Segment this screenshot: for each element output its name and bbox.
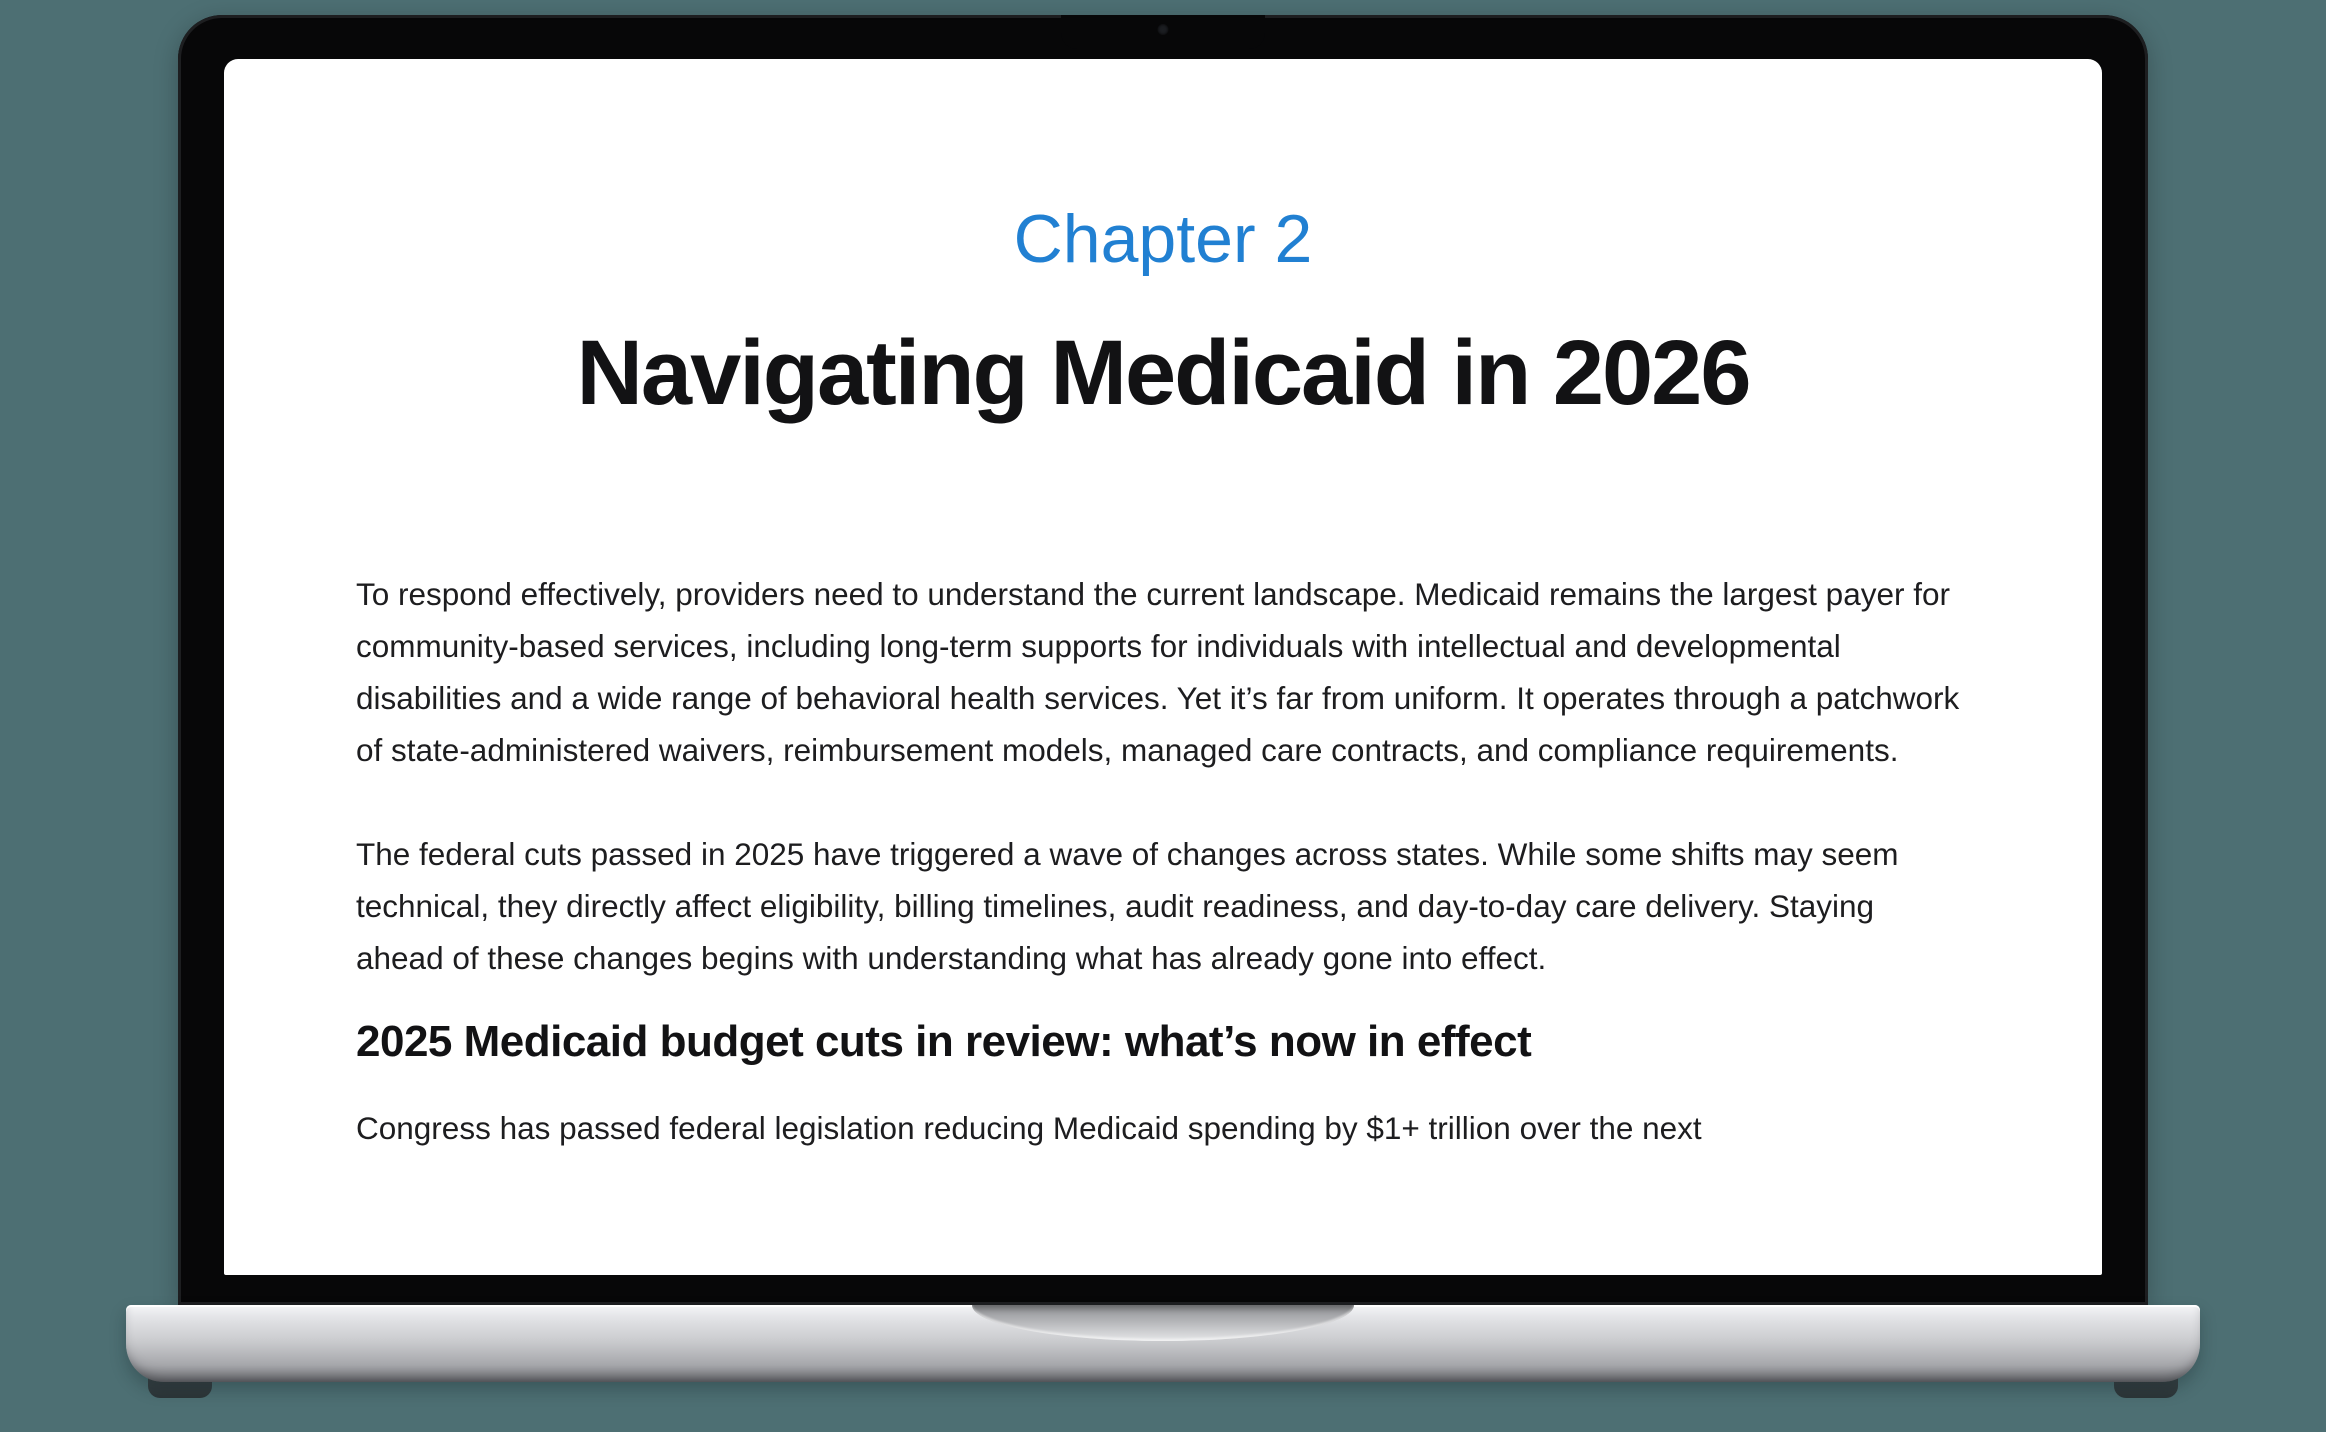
page-title: Navigating Medicaid in 2026: [576, 321, 1751, 424]
body-paragraph: The federal cuts passed in 2025 have tri…: [356, 836, 1899, 977]
section-heading: 2025 Medicaid budget cuts in review: wha…: [356, 1017, 1532, 1067]
laptop-base: [126, 1305, 2200, 1382]
thumb-scoop: [972, 1305, 1354, 1341]
webcam-icon: [1157, 24, 1169, 35]
laptop-screen: Chapter 2 Navigating Medicaid in 2026 To…: [224, 59, 2102, 1275]
laptop-screen-bezel: Chapter 2 Navigating Medicaid in 2026 To…: [178, 15, 2148, 1305]
document-page: Chapter 2 Navigating Medicaid in 2026 To…: [224, 59, 2102, 1275]
chapter-label: Chapter 2: [1013, 201, 1313, 277]
camera-notch: [1061, 15, 1265, 49]
body-paragraph-partial: Congress has passed federal legislation …: [356, 1110, 1702, 1147]
body-paragraph: To respond effectively, providers need t…: [356, 576, 1960, 769]
